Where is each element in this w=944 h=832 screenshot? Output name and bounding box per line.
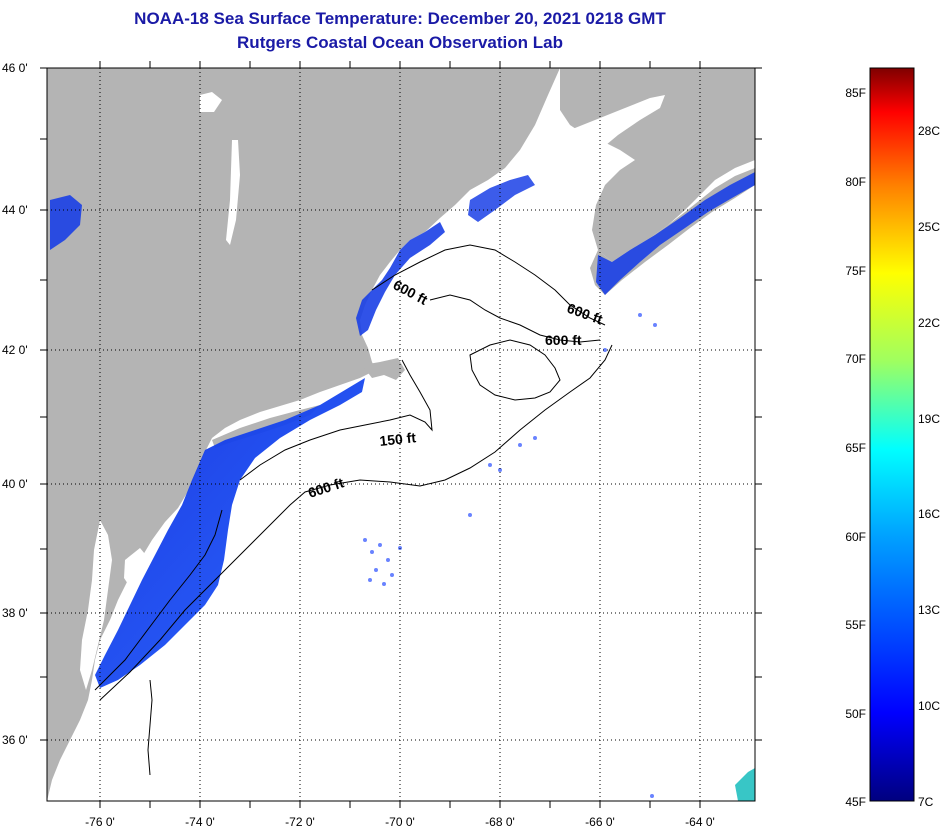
contour-inner-shelf [94, 509, 223, 691]
contour-label-3: 600 ft [545, 332, 582, 348]
lon-label-66: -66 0' [585, 815, 615, 829]
map-frame [46, 67, 756, 802]
cbar-f-75: 75F [845, 264, 866, 278]
cbar-f-60: 60F [845, 530, 866, 544]
contour-georges [469, 339, 561, 401]
sst-nova-scotia-patch [596, 172, 755, 295]
lon-label-68: -68 0' [485, 815, 515, 829]
lat-label-38: 38 0' [2, 606, 28, 620]
sst-speckle-offshore [363, 313, 657, 798]
lat-label-46: 46 0' [2, 61, 28, 75]
figure-title: NOAA-18 Sea Surface Temperature: Decembe… [134, 9, 666, 28]
cbar-f-85: 85F [845, 86, 866, 100]
lon-label-74: -74 0' [185, 815, 215, 829]
cbar-f-65: 65F [845, 441, 866, 455]
figure-subtitle: Rutgers Coastal Ocean Observation Lab [237, 33, 563, 52]
cbar-c-22: 22C [918, 316, 940, 330]
tick-marks [40, 61, 762, 808]
sst-bay-patch [468, 175, 535, 222]
contour-600ft-shelf-edge [99, 344, 613, 701]
lon-label-72: -72 0' [285, 815, 315, 829]
cbar-f-70: 70F [845, 352, 866, 366]
cbar-c-16: 16C [918, 507, 940, 521]
lon-label-70: -70 0' [385, 815, 415, 829]
sst-northwest-patch [50, 195, 82, 250]
cbar-c-25: 25C [918, 220, 940, 234]
lake-winnipesaukee [200, 92, 222, 112]
cbar-c-7: 7C [918, 795, 934, 809]
cbar-c-10: 10C [918, 699, 940, 713]
lon-label-64: -64 0' [685, 815, 715, 829]
lon-label-76: -76 0' [85, 815, 115, 829]
lat-label-36: 36 0' [2, 733, 28, 747]
land-cape-cod [362, 358, 405, 380]
contour-label-4: 150 ft [379, 429, 417, 449]
cbar-c-19: 19C [918, 412, 940, 426]
lat-label-42: 42 0' [2, 343, 28, 357]
contour-600ft-basin [429, 294, 601, 343]
contour-600ft-gulf [371, 244, 606, 326]
bay-of-fundy [545, 95, 665, 175]
sst-gulf-of-maine-patch [356, 222, 445, 336]
cbar-f-45: 45F [845, 795, 866, 809]
lake-champlain [226, 140, 240, 245]
contour-150ft [239, 359, 433, 481]
colorbar [869, 67, 915, 802]
lat-label-40: 40 0' [2, 477, 28, 491]
contour-southern [147, 679, 153, 776]
lat-label-44: 44 0' [2, 203, 28, 217]
land-mainland [47, 68, 560, 801]
chesapeake-bay [80, 520, 112, 690]
cbar-f-55: 55F [845, 618, 866, 632]
bathymetry-contours [94, 244, 613, 776]
cbar-f-50: 50F [845, 707, 866, 721]
cbar-c-28: 28C [918, 124, 940, 138]
cbar-c-13: 13C [918, 603, 940, 617]
cbar-f-80: 80F [845, 175, 866, 189]
sst-southeast-corner [735, 768, 755, 801]
